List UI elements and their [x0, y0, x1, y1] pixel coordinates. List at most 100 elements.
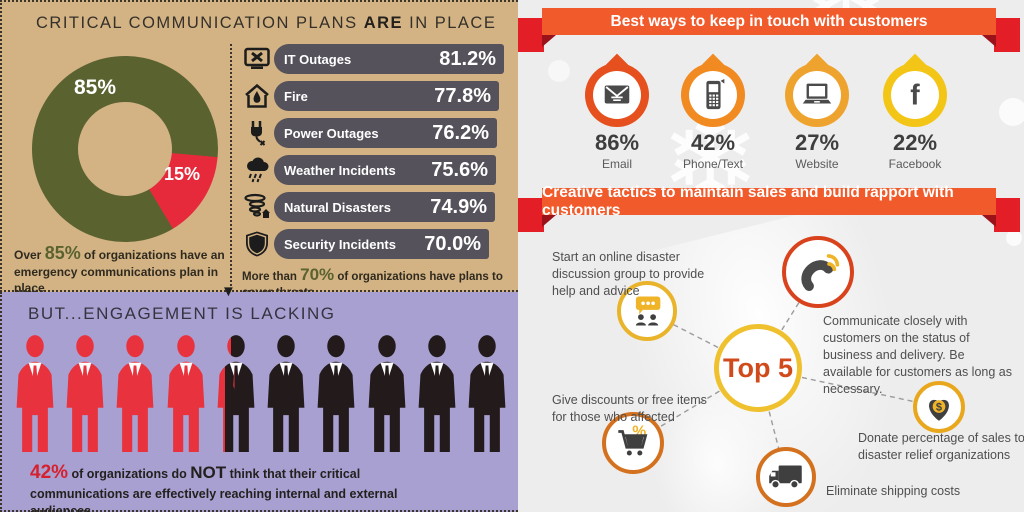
- donut-caption: Over 85% of organizations have an emerge…: [14, 242, 236, 297]
- droplet-shape: [681, 50, 745, 128]
- threat-row: Weather Incidents 75.6%: [240, 155, 512, 185]
- threat-value: 74.9%: [430, 195, 487, 218]
- person-silhouette: [368, 335, 405, 452]
- ribbon-tail: [994, 18, 1020, 52]
- engagement-caption-pct: 42%: [30, 462, 69, 483]
- threat-bar: Fire 77.8%: [274, 81, 499, 111]
- person-silhouette: [267, 335, 305, 452]
- banner1-text: Best ways to keep in touch with customer…: [610, 12, 928, 30]
- tactic-text: Eliminate shipping costs: [826, 484, 961, 498]
- engagement-caption-post: think that their critical communications…: [30, 467, 398, 512]
- engagement-section: BUT...ENGAGEMENT IS LACKING: [0, 292, 518, 512]
- rain-cloud-icon: [240, 156, 274, 184]
- pictograph-person: [112, 332, 158, 458]
- threat-bar: Security Incidents 70.0%: [274, 229, 489, 259]
- threat-bar: IT Outages 81.2%: [274, 44, 504, 74]
- pictograph-person: [62, 332, 108, 458]
- channel-email: 86% Email: [569, 50, 665, 171]
- channel-percent: 22%: [892, 130, 938, 155]
- ribbon-fold: [982, 35, 996, 47]
- pictograph-person: [263, 332, 309, 458]
- facebook-icon: f: [891, 71, 939, 119]
- tactic-text: Give discounts or free items for those w…: [552, 393, 707, 424]
- threat-list: IT Outages 81.2% Fire 77.8% Power Outages 76.…: [240, 44, 512, 266]
- threat-bar: Power Outages 76.2%: [274, 118, 497, 148]
- channel-label: Website: [795, 157, 839, 171]
- donut-caption-pre: Over: [14, 248, 45, 262]
- threat-value: 75.6%: [431, 158, 488, 181]
- channel-label: Facebook: [888, 157, 942, 171]
- ribbon-band: Best ways to keep in touch with customer…: [542, 8, 996, 35]
- plans-section: CRITICAL COMMUNICATION PLANS ARE IN PLAC…: [0, 0, 518, 299]
- channel-percent: 27%: [794, 130, 840, 155]
- pictograph-person: [213, 332, 259, 458]
- plans-title-bold: ARE: [363, 14, 404, 32]
- person-silhouette: [468, 335, 506, 452]
- donut-label-15: 15%: [164, 164, 201, 184]
- donut-caption-post: of organizations have an emergency commu…: [14, 248, 225, 295]
- email-icon: [593, 71, 641, 119]
- deco-dot: [999, 98, 1024, 126]
- donut-chart: 85% 15%: [32, 56, 218, 242]
- channel-facebook: f 22% Facebook: [867, 50, 963, 171]
- person-silhouette: [317, 335, 355, 452]
- channel-label: Phone/Text: [682, 157, 744, 171]
- computer-x-icon: [240, 45, 274, 73]
- engagement-title: BUT...ENGAGEMENT IS LACKING: [28, 304, 336, 323]
- threats-caption-highlight: 70%: [300, 265, 335, 284]
- threat-row: Fire 77.8%: [240, 81, 512, 111]
- threat-label: IT Outages: [284, 51, 352, 67]
- threat-value: 70.0%: [424, 232, 481, 255]
- engagement-caption-not: NOT: [190, 463, 227, 482]
- tactic-text: Donate percentage of sales to disaster r…: [858, 431, 1024, 462]
- discussion-icon: [617, 281, 677, 341]
- pictograph-person: [464, 332, 510, 458]
- shield-icon: [240, 230, 274, 258]
- droplet-shape: f: [883, 50, 947, 128]
- donut-caption-highlight: 85%: [44, 243, 81, 263]
- threat-value: 81.2%: [439, 47, 496, 70]
- house-fire-icon: [240, 82, 274, 110]
- channel-percent: 86%: [594, 130, 640, 155]
- plans-title-post: IN PLACE: [403, 14, 497, 32]
- pictograph-person: [414, 332, 460, 458]
- laptop-icon: [793, 71, 841, 119]
- tactic-text: Start an online disaster discussion grou…: [552, 250, 705, 298]
- channel-label: Email: [601, 157, 632, 171]
- donut-label-85: 85%: [74, 76, 117, 99]
- pictograph-person: [12, 332, 58, 458]
- threat-row: Natural Disasters 74.9%: [240, 192, 512, 222]
- threat-label: Security Incidents: [284, 236, 396, 252]
- svg-text:f: f: [910, 79, 920, 111]
- threat-value: 76.2%: [432, 121, 489, 144]
- channel-phone-text: 42% Phone/Text: [665, 50, 761, 171]
- phone-handset-icon: [782, 236, 854, 308]
- person-silhouette: [167, 335, 205, 452]
- threat-label: Power Outages: [284, 125, 379, 141]
- tornado-icon: [240, 193, 274, 221]
- ribbon-tail: [994, 198, 1020, 232]
- ribbon-tail: [518, 18, 544, 52]
- banner2-text: Creative tactics to maintain sales and b…: [542, 183, 954, 219]
- deco-dot: [548, 60, 570, 82]
- threat-row: Security Incidents 70.0%: [240, 229, 512, 259]
- plans-title-pre: CRITICAL COMMUNICATION PLANS: [36, 14, 364, 32]
- power-plug-icon: [240, 119, 274, 147]
- banner-keep-in-touch: Best ways to keep in touch with customer…: [516, 8, 1022, 54]
- svg-text:$: $: [936, 402, 943, 414]
- threat-row: Power Outages 76.2%: [240, 118, 512, 148]
- ribbon-band: Creative tactics to maintain sales and b…: [542, 184, 996, 219]
- deco-dot: [1006, 230, 1022, 246]
- threat-bar: Natural Disasters 74.9%: [274, 192, 495, 222]
- pictograph-person: [364, 332, 410, 458]
- threat-label: Weather Incidents: [284, 162, 396, 178]
- discount-cart-icon: %: [602, 412, 664, 474]
- truck-icon: [756, 447, 816, 507]
- engagement-caption: 42% of organizations do NOT think that t…: [30, 460, 400, 512]
- channel-percent: 42%: [690, 130, 736, 155]
- threat-value: 77.8%: [434, 84, 491, 107]
- donut-hole: [78, 102, 172, 196]
- person-silhouette: [117, 335, 154, 452]
- engagement-caption-mid: of organizations do: [68, 467, 191, 481]
